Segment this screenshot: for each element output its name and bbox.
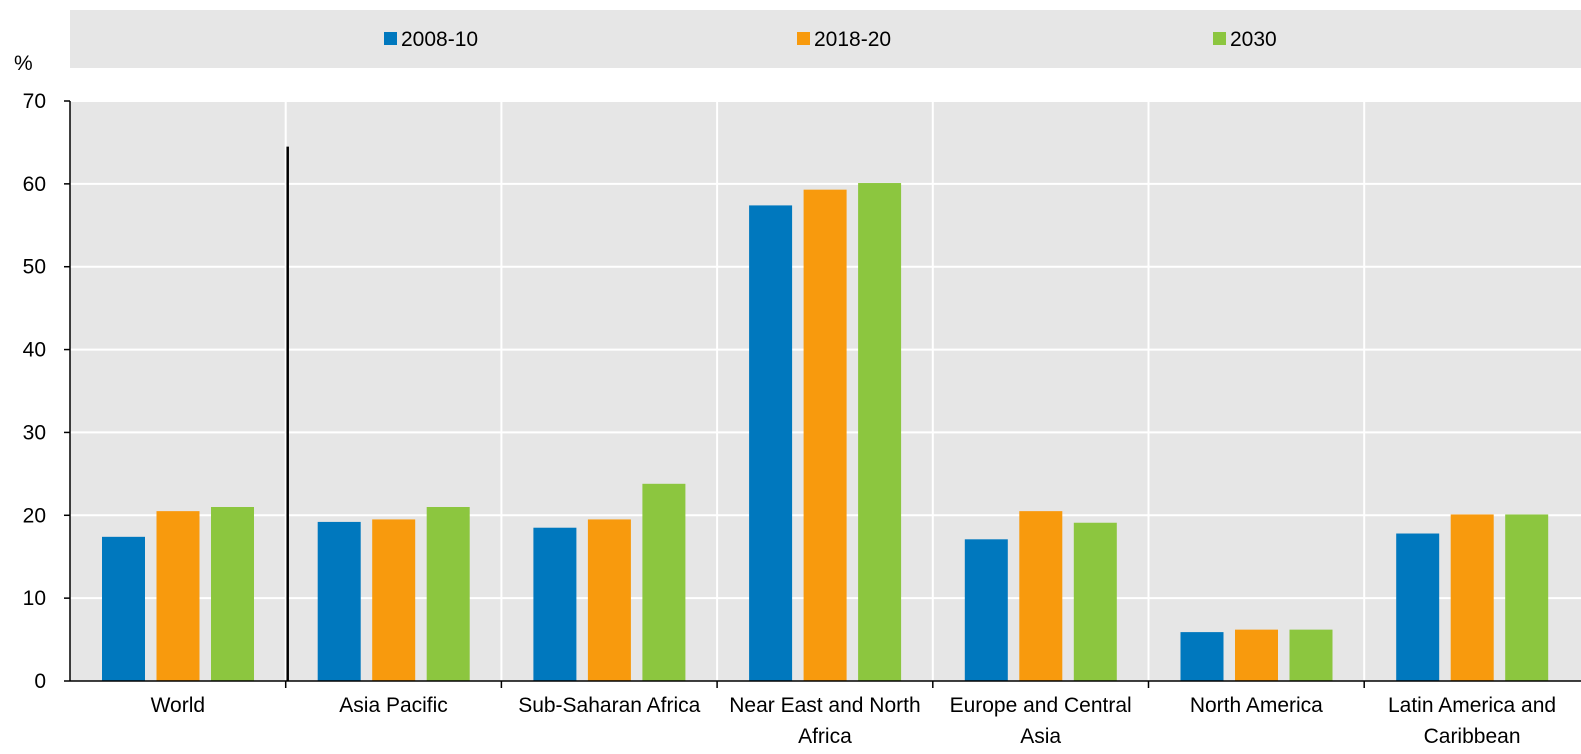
y-tick-label: 20 bbox=[23, 504, 46, 527]
category-label: World bbox=[151, 694, 205, 717]
bar bbox=[964, 539, 1008, 681]
bar bbox=[642, 483, 686, 681]
category-label: North America bbox=[1190, 694, 1323, 717]
y-tick-label: 30 bbox=[23, 421, 46, 444]
bar bbox=[1289, 629, 1333, 681]
y-tick-label: 0 bbox=[34, 670, 46, 693]
legend-background bbox=[70, 10, 1581, 68]
bar bbox=[587, 519, 631, 681]
x-axis-ticks bbox=[284, 681, 1365, 688]
bar bbox=[533, 527, 577, 681]
legend-swatch bbox=[797, 32, 810, 45]
bar bbox=[372, 519, 416, 681]
y-tick-label: 40 bbox=[23, 339, 46, 362]
y-axis-ticks: 0 10 20 30 40 50 60 70 bbox=[23, 90, 70, 693]
bars bbox=[102, 183, 1549, 681]
bar bbox=[317, 521, 361, 681]
bar bbox=[1235, 629, 1278, 681]
bar bbox=[858, 183, 902, 681]
legend-swatch bbox=[384, 32, 397, 45]
legend-label: 2018-20 bbox=[814, 28, 891, 51]
category-label: Asia Pacific bbox=[339, 694, 448, 717]
legend: 2008-10 2018-20 2030 bbox=[384, 28, 1277, 51]
legend-swatch bbox=[1213, 32, 1226, 45]
y-tick-label: 70 bbox=[23, 90, 46, 113]
bar bbox=[1180, 632, 1224, 681]
x-axis-labels: World Asia Pacific Sub-Saharan Africa Near … bbox=[151, 694, 1556, 748]
bar bbox=[1019, 511, 1063, 681]
category-label: Europe and Central Asia bbox=[950, 694, 1132, 748]
y-tick-label: 50 bbox=[23, 256, 46, 279]
bar bbox=[211, 507, 254, 681]
bar bbox=[426, 507, 470, 681]
bar bbox=[1073, 522, 1117, 681]
bar bbox=[1450, 514, 1494, 681]
bar bbox=[102, 536, 145, 681]
legend-label: 2030 bbox=[1230, 28, 1277, 51]
category-label: Latin America and Caribbean bbox=[1388, 694, 1556, 748]
bar bbox=[1505, 514, 1549, 681]
bar bbox=[156, 511, 200, 681]
bar bbox=[1396, 533, 1440, 681]
category-label: Near East and North Africa bbox=[729, 694, 920, 748]
category-label: Sub-Saharan Africa bbox=[518, 694, 700, 717]
category-dividers bbox=[284, 101, 1366, 681]
legend-label: 2008-10 bbox=[401, 28, 478, 51]
bar bbox=[749, 205, 793, 681]
bar bbox=[803, 189, 847, 681]
y-tick-label: 60 bbox=[23, 173, 46, 196]
y-tick-label: 10 bbox=[23, 587, 46, 610]
y-axis-unit-label: % bbox=[14, 52, 33, 75]
